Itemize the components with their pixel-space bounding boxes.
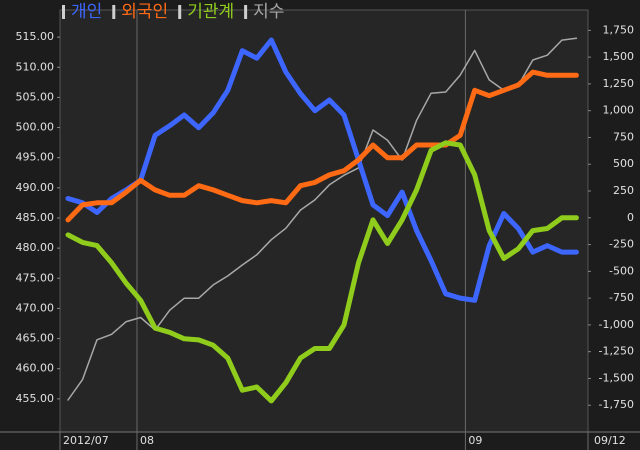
- series-line: [65, 69, 579, 223]
- y2-tick-label: -1,250: [599, 345, 634, 358]
- y-tick-label: 485.00: [16, 211, 55, 224]
- y2-tick-label: 1,750: [603, 23, 635, 36]
- y-tick-label: 500.00: [16, 121, 55, 134]
- y2-tick-label: -1,000: [599, 318, 634, 331]
- legend-label: 개인: [71, 2, 102, 22]
- y-tick-label: 510.00: [16, 60, 55, 73]
- y-tick-label: 505.00: [16, 90, 55, 103]
- y2-tick-label: -1,500: [599, 371, 634, 384]
- y-tick-label: 455.00: [16, 392, 55, 405]
- y2-tick-label: 500: [613, 157, 634, 170]
- x-tick-label: 08: [140, 434, 154, 447]
- y-tick-label: 490.00: [16, 181, 55, 194]
- legend-marker: [244, 5, 248, 19]
- y2-tick-label: -750: [609, 291, 634, 304]
- y2-tick-label: 0: [627, 211, 634, 224]
- y-tick-label: 480.00: [16, 241, 55, 254]
- legend-marker: [112, 5, 116, 19]
- y2-tick-label: 1,250: [603, 77, 635, 90]
- y-tick-label: 465.00: [16, 332, 55, 345]
- y2-tick-label: 1,500: [603, 50, 635, 63]
- legend-label: 지수: [253, 2, 284, 22]
- y2-tick-label: -500: [609, 264, 634, 277]
- y2-tick-label: -1,750: [599, 398, 634, 411]
- y-tick-label: 475.00: [16, 271, 55, 284]
- y2-tick-label: 750: [613, 130, 634, 143]
- legend-marker: [62, 5, 65, 19]
- series-line: [65, 140, 579, 404]
- y2-tick-label: 1,000: [603, 104, 635, 117]
- x-tick-label: 09: [468, 434, 482, 447]
- y2-tick-label: 250: [613, 184, 634, 197]
- y-tick-label: 515.00: [16, 30, 55, 43]
- y-tick-label: 460.00: [16, 362, 55, 375]
- y-tick-label: 495.00: [16, 151, 55, 164]
- x-tick-label: 09/12: [594, 434, 626, 447]
- legend-marker: [178, 5, 182, 19]
- legend-label: 기관계: [187, 2, 234, 22]
- legend-label: 외국인: [121, 2, 168, 22]
- y-tick-label: 470.00: [16, 301, 55, 314]
- y2-tick-label: -250: [609, 238, 634, 251]
- legend: 개인 외국인 기관계 지수: [62, 2, 284, 22]
- x-tick-label: 2012/07: [63, 434, 109, 447]
